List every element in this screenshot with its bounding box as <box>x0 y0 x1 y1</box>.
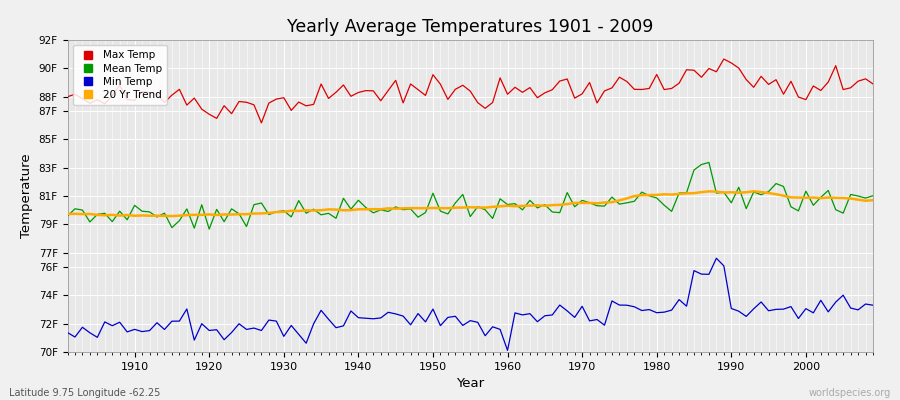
Text: worldspecies.org: worldspecies.org <box>809 388 891 398</box>
Legend: Max Temp, Mean Temp, Min Temp, 20 Yr Trend: Max Temp, Mean Temp, Min Temp, 20 Yr Tre… <box>73 45 167 105</box>
X-axis label: Year: Year <box>456 377 484 390</box>
Title: Yearly Average Temperatures 1901 - 2009: Yearly Average Temperatures 1901 - 2009 <box>287 18 653 36</box>
Text: Latitude 9.75 Longitude -62.25: Latitude 9.75 Longitude -62.25 <box>9 388 160 398</box>
Y-axis label: Temperature: Temperature <box>20 154 33 238</box>
